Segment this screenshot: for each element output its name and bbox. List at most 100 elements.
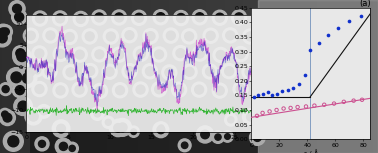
Point <box>335 27 341 29</box>
Circle shape <box>222 131 233 142</box>
Circle shape <box>14 97 33 116</box>
Point <box>346 20 352 22</box>
Point <box>260 93 266 95</box>
Circle shape <box>25 108 42 125</box>
Circle shape <box>125 67 134 76</box>
Circle shape <box>173 46 188 61</box>
Circle shape <box>225 134 230 139</box>
Circle shape <box>146 32 155 41</box>
Circle shape <box>102 116 114 128</box>
Circle shape <box>63 65 78 80</box>
Point <box>341 101 347 103</box>
Circle shape <box>3 131 23 151</box>
Circle shape <box>0 33 7 43</box>
Circle shape <box>15 86 24 95</box>
Circle shape <box>203 64 217 79</box>
Circle shape <box>57 124 65 133</box>
Circle shape <box>18 101 28 111</box>
Circle shape <box>113 83 127 98</box>
Point <box>307 49 313 51</box>
Circle shape <box>112 47 127 62</box>
Point <box>290 87 296 89</box>
Circle shape <box>56 14 65 23</box>
Circle shape <box>155 50 164 59</box>
Circle shape <box>13 46 28 61</box>
Circle shape <box>253 82 268 97</box>
Circle shape <box>155 85 164 94</box>
Point <box>316 41 322 44</box>
Circle shape <box>33 11 48 26</box>
Circle shape <box>33 65 40 73</box>
Circle shape <box>26 31 35 40</box>
Circle shape <box>157 126 165 134</box>
Circle shape <box>52 120 70 137</box>
Circle shape <box>40 108 47 115</box>
Point <box>311 104 318 107</box>
Circle shape <box>13 47 31 66</box>
Circle shape <box>122 64 137 79</box>
Circle shape <box>178 139 191 152</box>
Circle shape <box>153 122 169 138</box>
Circle shape <box>243 109 259 125</box>
Circle shape <box>75 50 84 59</box>
Circle shape <box>7 68 26 87</box>
Circle shape <box>212 83 227 98</box>
Point <box>254 115 260 117</box>
Circle shape <box>118 123 127 132</box>
Circle shape <box>152 82 167 97</box>
Circle shape <box>226 31 235 40</box>
Circle shape <box>233 82 248 97</box>
Circle shape <box>66 68 75 77</box>
Circle shape <box>176 49 185 58</box>
Circle shape <box>92 10 107 25</box>
Circle shape <box>76 14 85 23</box>
Circle shape <box>195 49 204 58</box>
Circle shape <box>116 86 124 95</box>
Circle shape <box>184 32 194 41</box>
Point <box>270 94 276 97</box>
Point <box>358 15 364 18</box>
Circle shape <box>62 30 77 45</box>
Circle shape <box>228 117 234 123</box>
Circle shape <box>9 1 25 17</box>
Circle shape <box>115 50 124 59</box>
Point <box>325 34 332 37</box>
Circle shape <box>234 13 243 22</box>
Point <box>280 107 287 110</box>
Circle shape <box>242 64 257 79</box>
Circle shape <box>213 47 228 62</box>
Circle shape <box>133 82 148 97</box>
Circle shape <box>255 49 264 58</box>
Circle shape <box>253 10 267 25</box>
Circle shape <box>195 13 204 22</box>
Circle shape <box>0 24 11 41</box>
Circle shape <box>43 109 49 114</box>
Circle shape <box>153 10 168 25</box>
Circle shape <box>223 28 238 43</box>
Circle shape <box>181 142 188 149</box>
Point <box>288 107 294 109</box>
Circle shape <box>37 105 51 118</box>
Circle shape <box>56 86 65 95</box>
Circle shape <box>96 86 104 95</box>
Circle shape <box>212 131 224 143</box>
Circle shape <box>256 86 265 95</box>
Circle shape <box>232 10 246 25</box>
Circle shape <box>197 126 214 143</box>
Circle shape <box>185 67 194 76</box>
Circle shape <box>2 111 8 118</box>
Circle shape <box>34 67 41 74</box>
Point <box>265 91 271 94</box>
Circle shape <box>92 47 107 62</box>
Circle shape <box>3 113 12 122</box>
Circle shape <box>131 129 136 134</box>
Circle shape <box>252 46 267 61</box>
Circle shape <box>192 10 207 25</box>
Circle shape <box>152 47 167 62</box>
Circle shape <box>93 83 107 98</box>
Circle shape <box>56 49 65 58</box>
Circle shape <box>18 69 37 88</box>
Point <box>303 105 309 108</box>
Circle shape <box>201 130 209 139</box>
Circle shape <box>0 108 11 120</box>
